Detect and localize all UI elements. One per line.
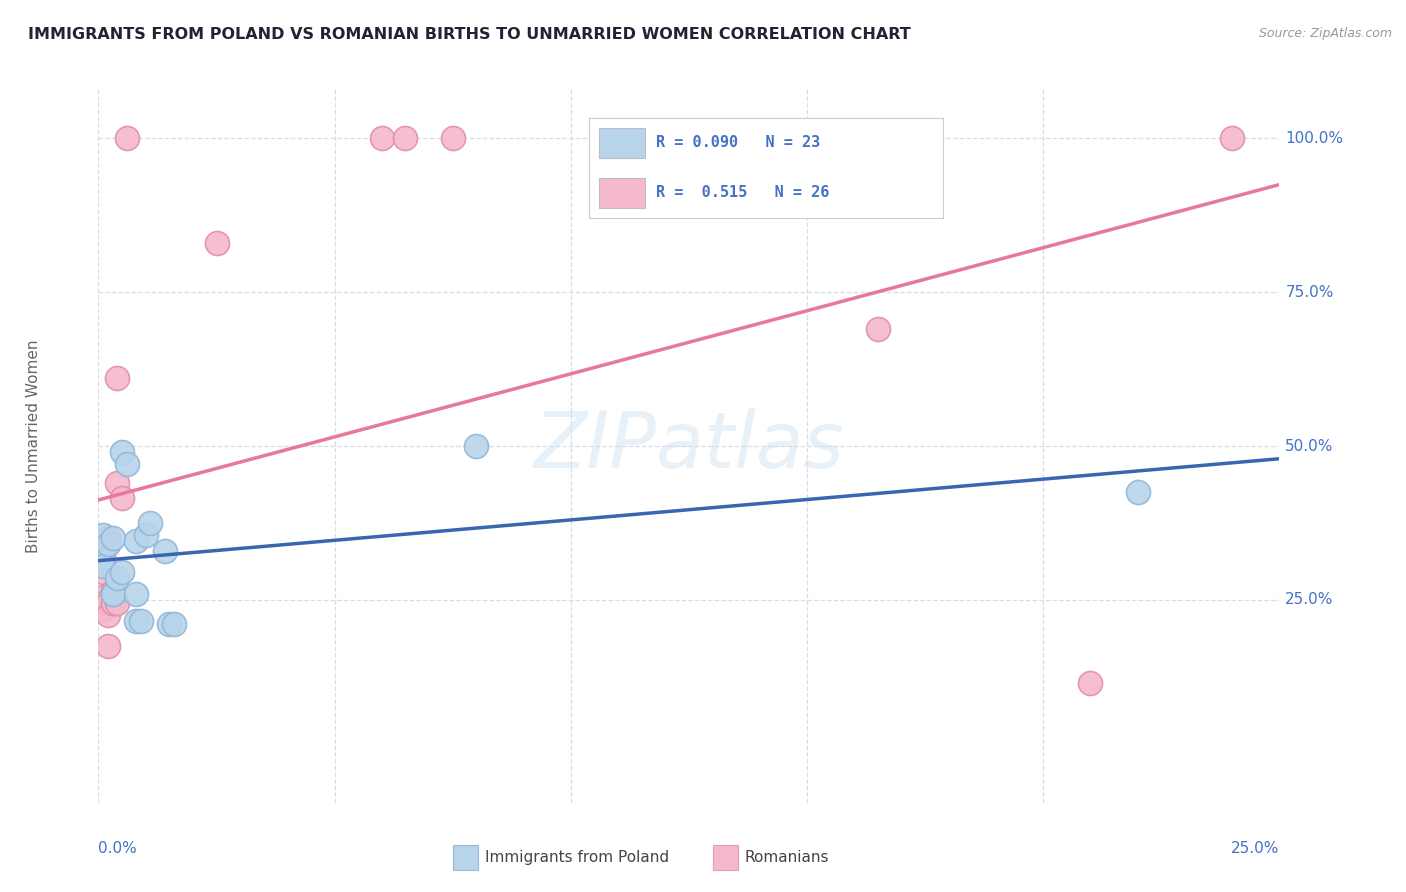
Text: R =  0.515   N = 26: R = 0.515 N = 26 [655,186,830,200]
Point [1080,676,1102,690]
Point [91,549,114,564]
Text: Births to Unmarried Women: Births to Unmarried Women [25,339,41,553]
Point [97,639,120,653]
Point [105,371,128,385]
Point [101,596,124,610]
Point [97,608,120,623]
Text: 0.0%: 0.0% [98,841,138,855]
Point [205,235,228,250]
Point [91,590,114,604]
Text: 25.0%: 25.0% [1285,592,1334,607]
Text: ZIPatlas: ZIPatlas [533,408,845,484]
Point [111,565,134,579]
Point [91,602,114,616]
Text: Romanians: Romanians [745,850,830,864]
Text: Immigrants from Poland: Immigrants from Poland [485,850,669,864]
Point [91,528,114,542]
Point [111,491,134,506]
Point [125,615,148,629]
Point [91,553,114,567]
Point [91,596,114,610]
Point [105,571,128,585]
Point [135,528,157,542]
Point [157,617,180,632]
Point [115,458,138,472]
Text: 50.0%: 50.0% [1285,439,1334,453]
Point [97,537,120,551]
Point [153,543,176,558]
Point [371,131,394,145]
Point [91,541,114,555]
Point [1220,131,1243,145]
Point [129,615,152,629]
Point [97,596,120,610]
Point [866,322,889,336]
FancyBboxPatch shape [599,178,645,208]
Text: IMMIGRANTS FROM POLAND VS ROMANIAN BIRTHS TO UNMARRIED WOMEN CORRELATION CHART: IMMIGRANTS FROM POLAND VS ROMANIAN BIRTH… [28,27,911,42]
Point [101,583,124,598]
Point [441,131,464,145]
Point [394,131,416,145]
Point [163,617,186,632]
Point [97,537,120,551]
Point [115,131,138,145]
Point [465,439,488,453]
Point [125,534,148,549]
Point [91,565,114,579]
Point [101,587,124,601]
Point [125,587,148,601]
Point [101,587,124,601]
Point [1126,485,1149,500]
Text: R = 0.090   N = 23: R = 0.090 N = 23 [655,136,820,150]
Point [105,475,128,490]
Text: 100.0%: 100.0% [1285,131,1343,146]
Text: 25.0%: 25.0% [1232,841,1279,855]
Point [97,531,120,545]
Point [111,445,134,459]
Point [101,531,124,545]
Text: 75.0%: 75.0% [1285,285,1334,300]
Point [139,516,162,530]
Point [101,596,124,610]
FancyBboxPatch shape [599,128,645,158]
Point [105,596,128,610]
Point [91,558,114,573]
Text: Source: ZipAtlas.com: Source: ZipAtlas.com [1258,27,1392,40]
Point [654,131,676,145]
